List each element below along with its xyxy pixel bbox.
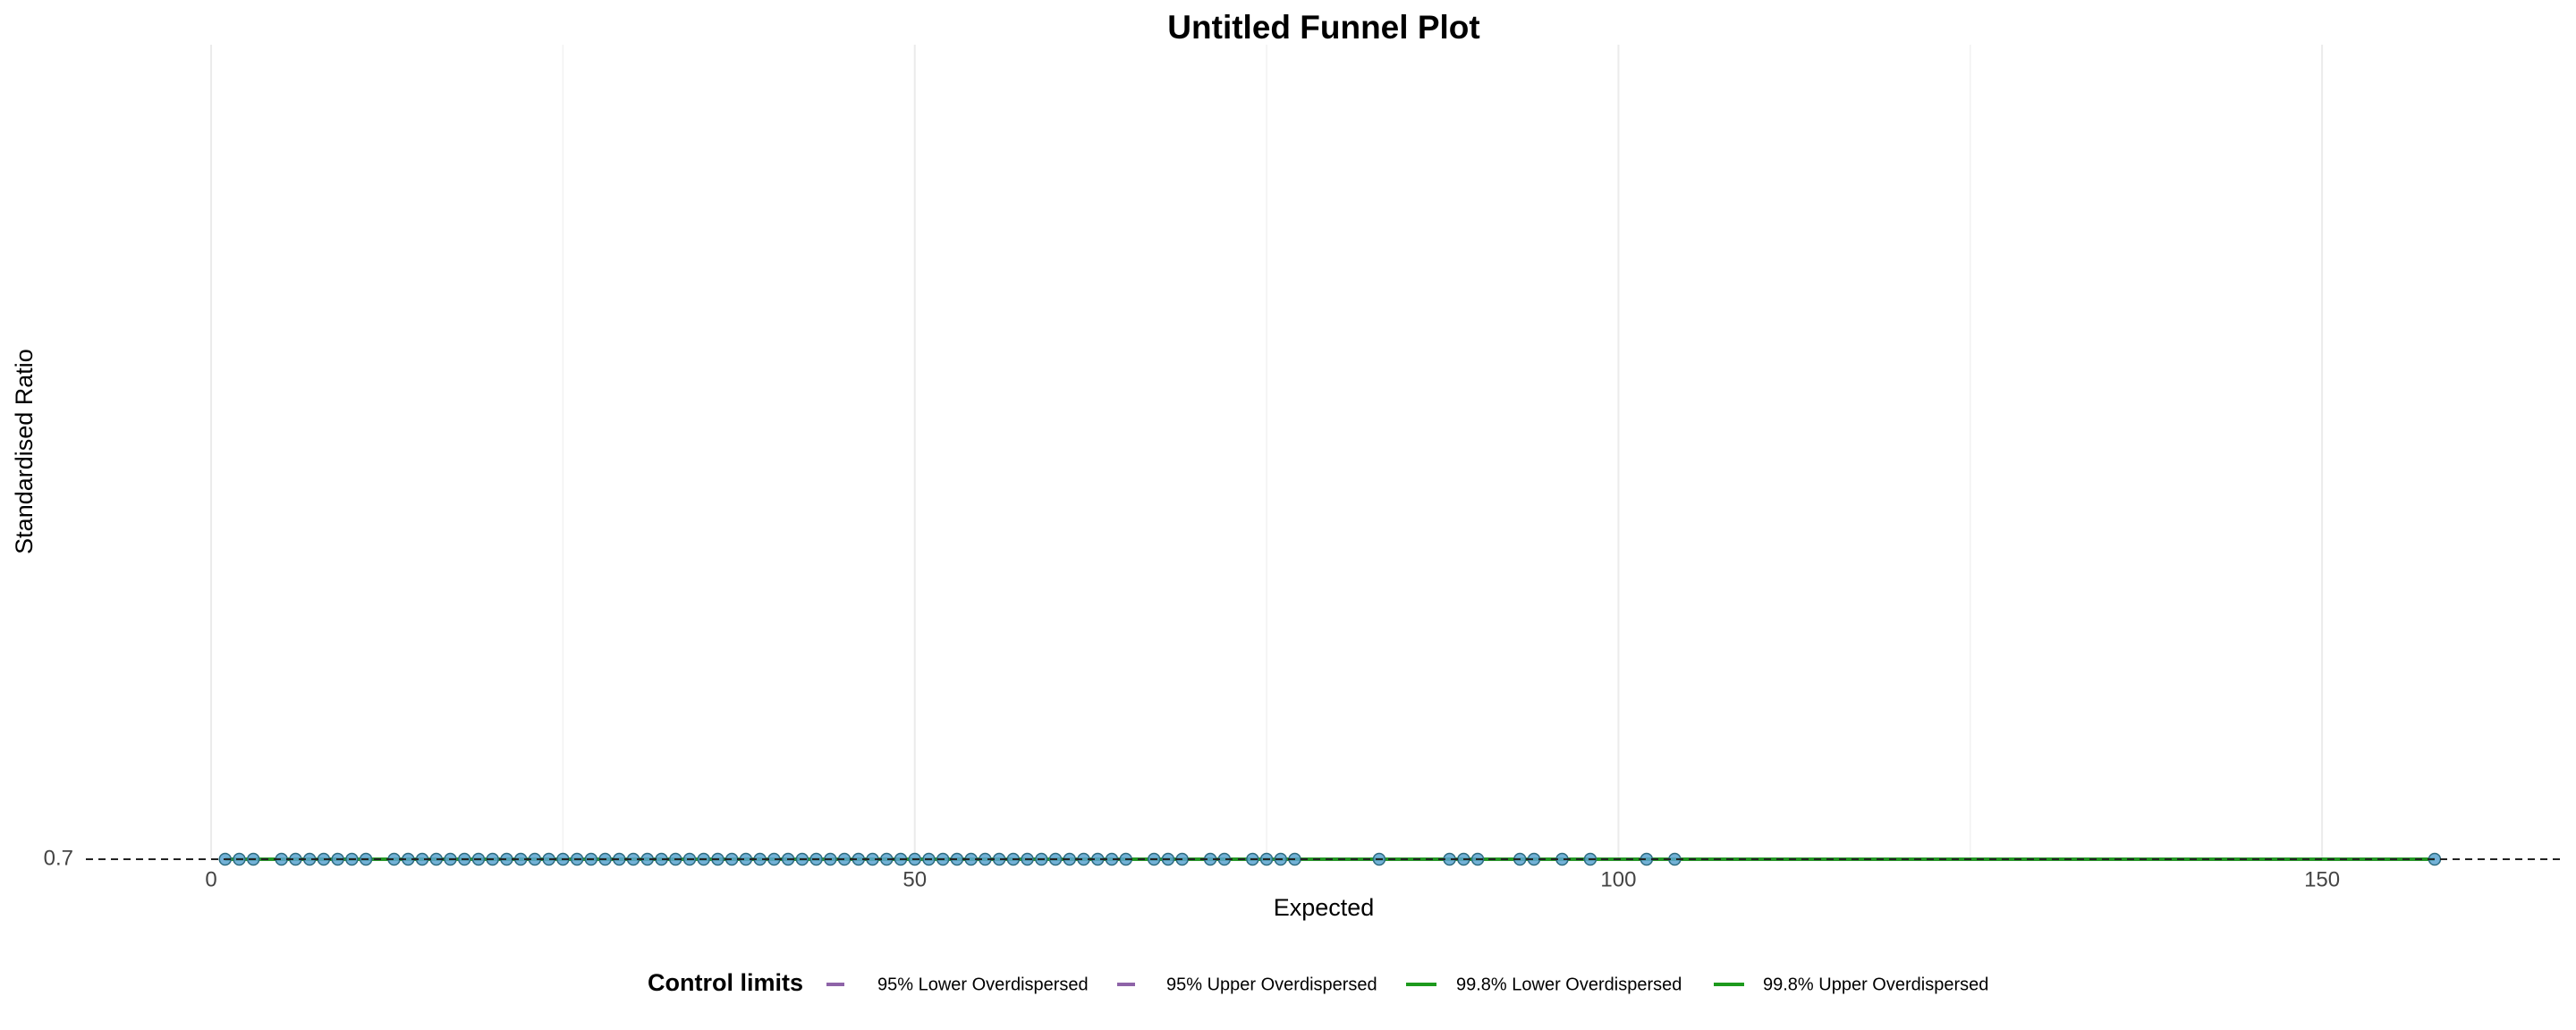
legend-label: 99.8% Upper Overdispersed (1763, 975, 1988, 994)
chart-title: Untitled Funnel Plot (1167, 9, 1479, 46)
x-axis-label: Expected (1274, 894, 1375, 921)
legend-label: 95% Lower Overdispersed (877, 975, 1089, 994)
legend-label: 95% Upper Overdispersed (1166, 975, 1377, 994)
legend-label: 99.8% Lower Overdispersed (1456, 975, 1682, 994)
x-tick-label: 150 (2304, 867, 2340, 891)
y-tick-label: 0.7 (44, 846, 73, 870)
x-tick-label: 100 (1600, 867, 1636, 891)
x-tick-label: 0 (205, 867, 216, 891)
y-axis-label: Standardised Ratio (11, 349, 38, 554)
legend-title: Control limits (648, 969, 803, 996)
x-tick-label: 50 (902, 867, 927, 891)
